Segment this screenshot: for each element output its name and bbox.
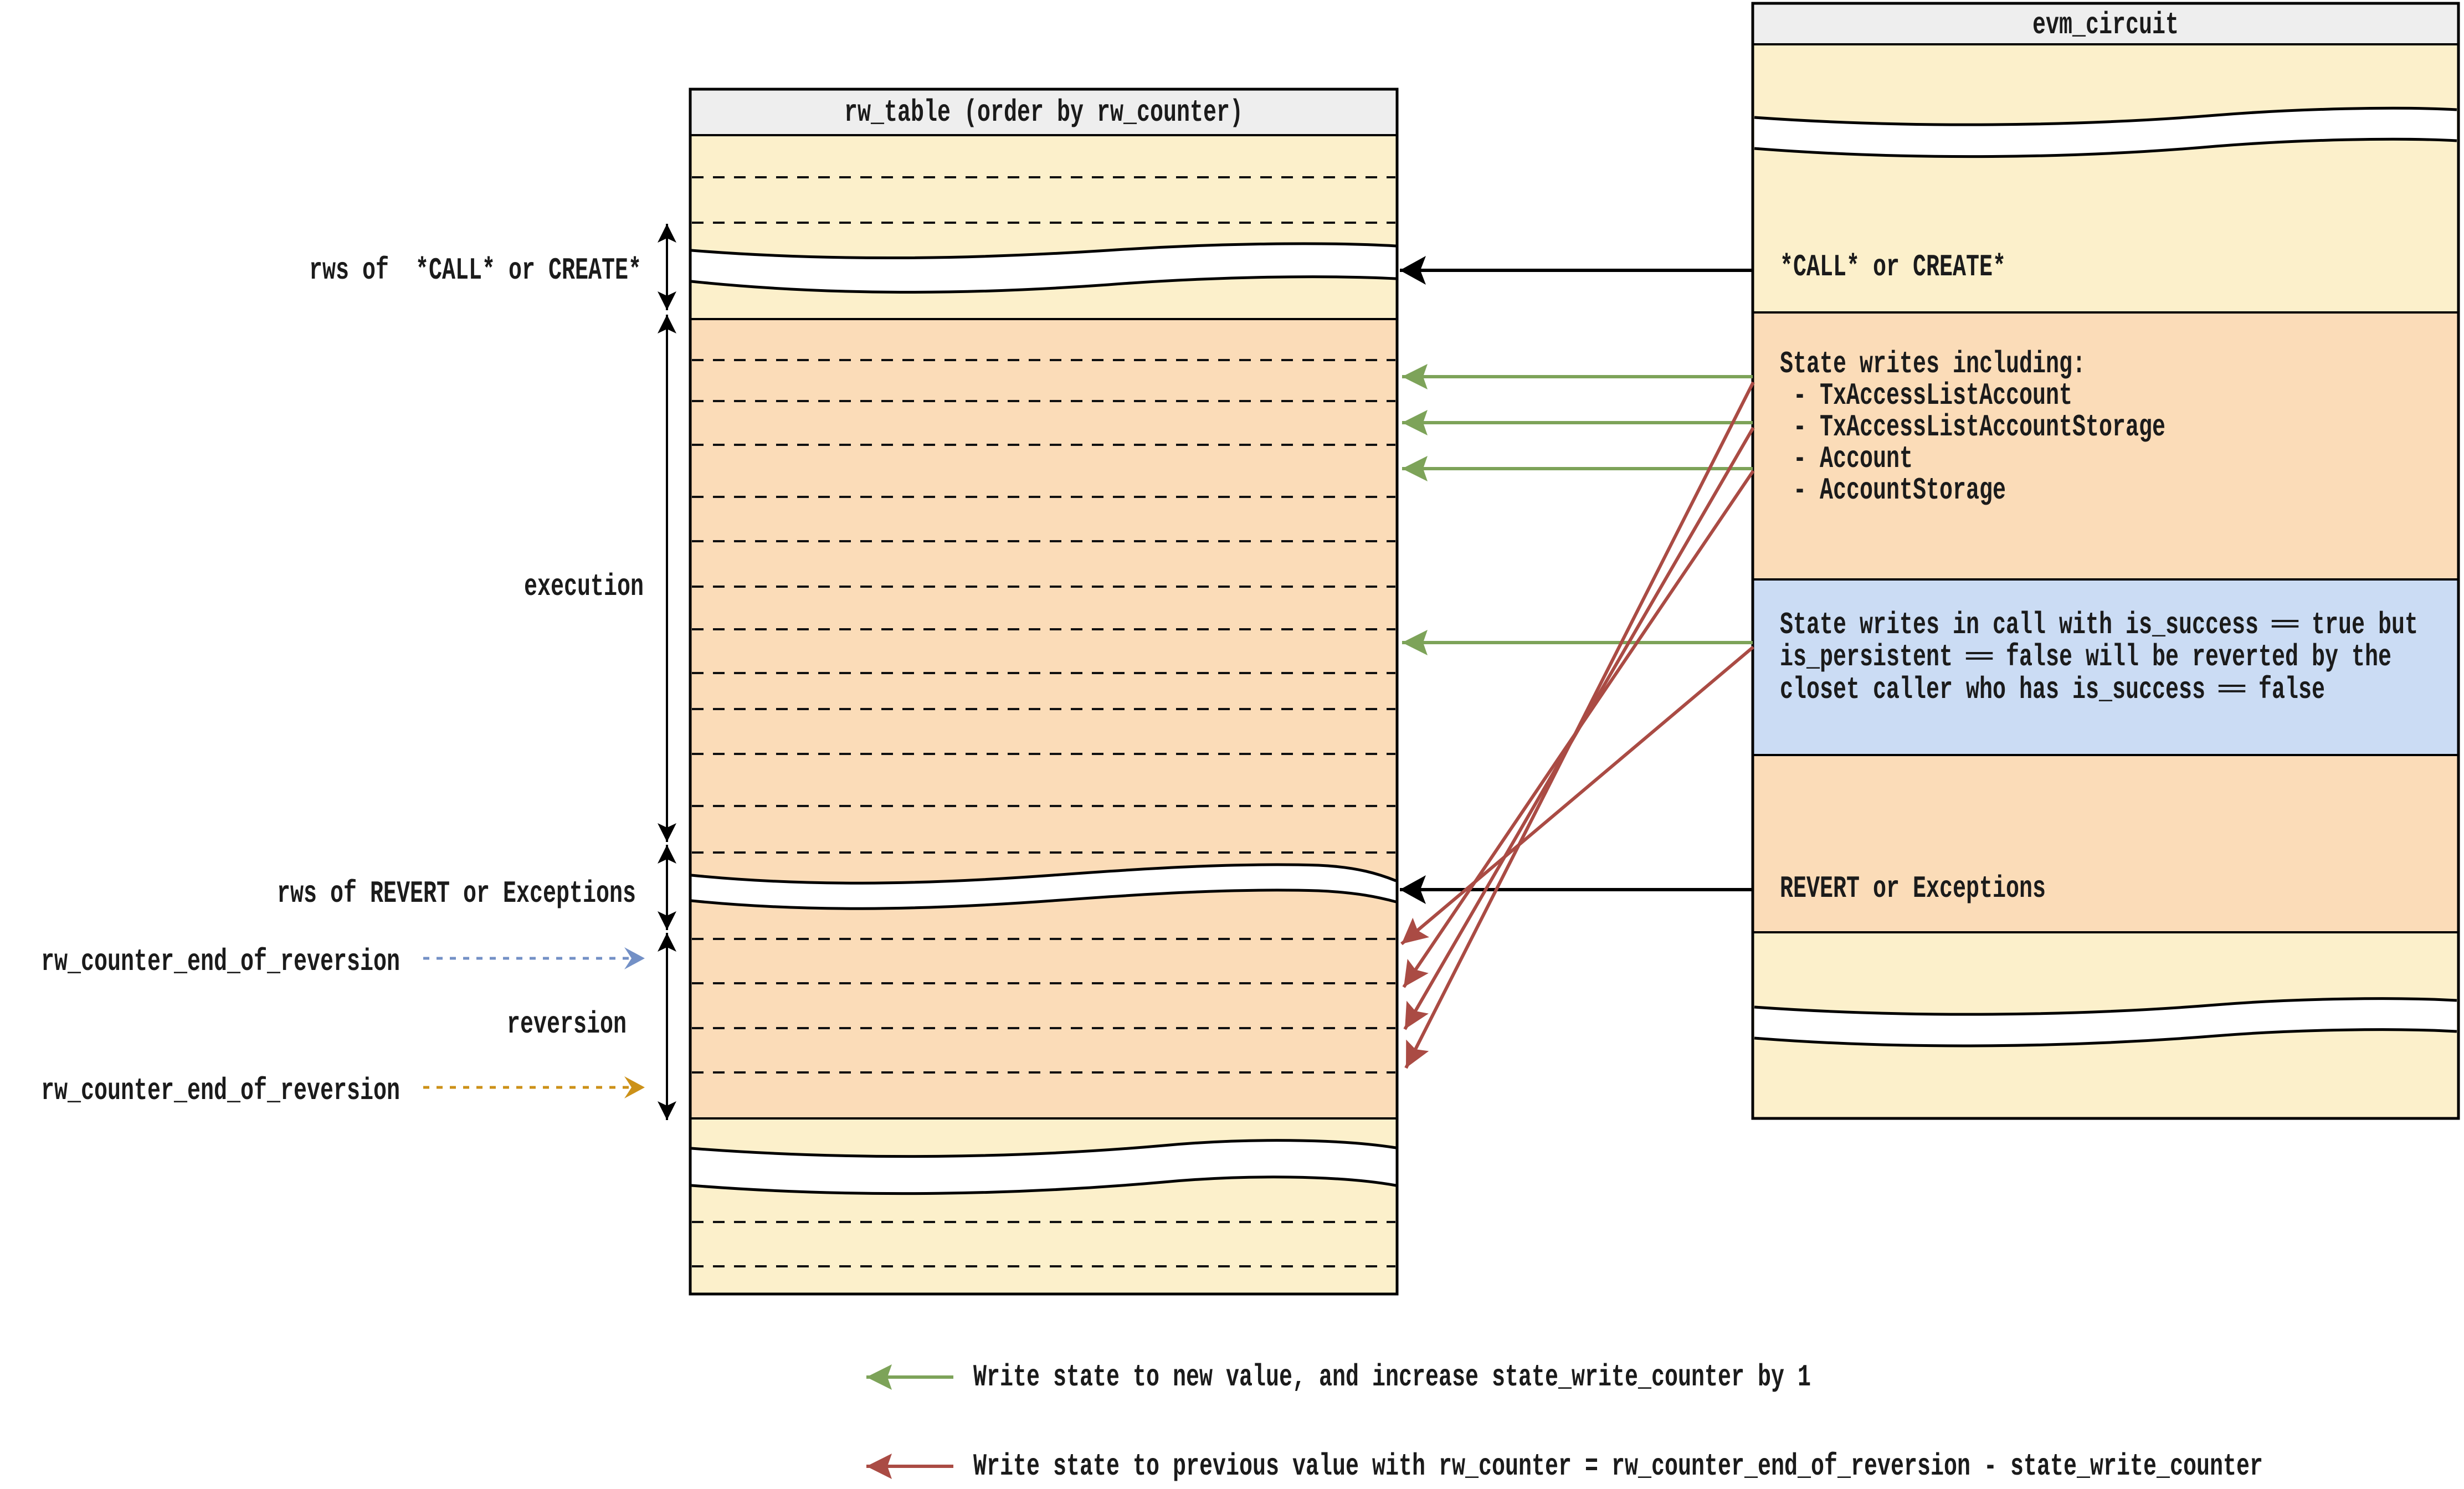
svg-text:rw_counter_end_of_reversion: rw_counter_end_of_reversion <box>41 944 400 979</box>
svg-text:evm_circuit: evm_circuit <box>2032 7 2179 43</box>
svg-text:reversion: reversion <box>507 1007 627 1042</box>
svg-text:Write state to previous value: Write state to previous value with rw_co… <box>973 1449 2263 1484</box>
svg-text:rw_counter_end_of_reversion: rw_counter_end_of_reversion <box>41 1073 400 1108</box>
svg-text:*CALL* or CREATE*: *CALL* or CREATE* <box>1780 249 2006 285</box>
svg-text:rws of *CALL* or CREATE*: rws of *CALL* or CREATE* <box>309 253 641 288</box>
svg-text:- AccountStorage: - AccountStorage <box>1780 473 2006 508</box>
svg-text:- TxAccessListAccount: - TxAccessListAccount <box>1780 378 2072 413</box>
svg-text:is_persistent ══ false will be: is_persistent ══ false will be reverted … <box>1780 639 2391 675</box>
svg-text:State writes including:: State writes including: <box>1780 346 2086 382</box>
svg-text:execution: execution <box>524 569 644 604</box>
svg-text:closet caller who has is_succe: closet caller who has is_success ══ fals… <box>1780 672 2325 707</box>
svg-text:State writes in call with is_s: State writes in call with is_success ══ … <box>1780 607 2418 643</box>
svg-text:rw_table (order by rw_counter): rw_table (order by rw_counter) <box>844 95 1243 130</box>
svg-text:rws of REVERT or Exceptions: rws of REVERT or Exceptions <box>277 876 636 911</box>
svg-text:REVERT or Exceptions: REVERT or Exceptions <box>1780 871 2046 906</box>
svg-text:- TxAccessListAccountStorage: - TxAccessListAccountStorage <box>1780 409 2165 445</box>
svg-text:Write state to new value, and: Write state to new value, and increase s… <box>973 1359 1811 1395</box>
svg-text:- Account: - Account <box>1780 441 1913 476</box>
